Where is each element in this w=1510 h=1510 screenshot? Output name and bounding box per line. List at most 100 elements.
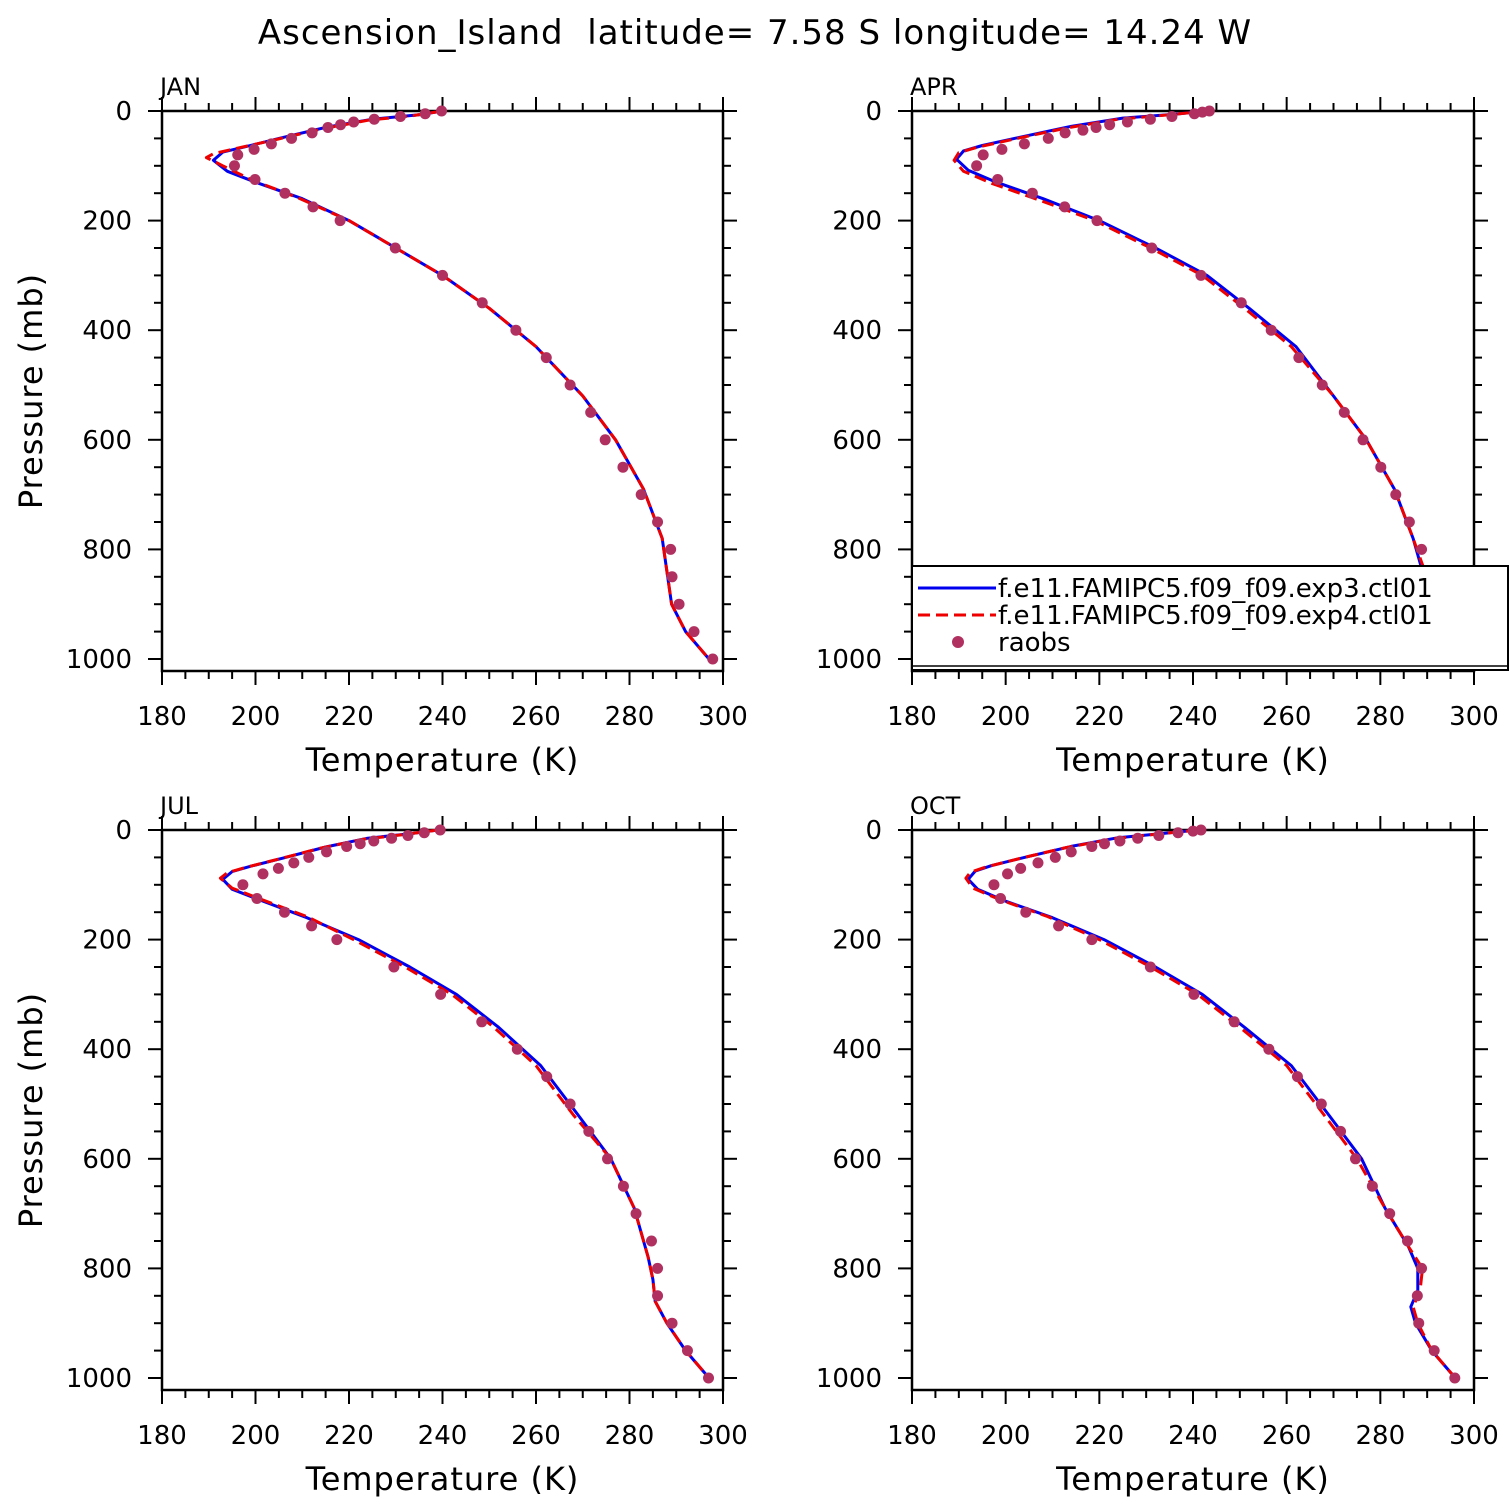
raobs-point <box>1188 988 1200 1000</box>
x-tick-label: 180 <box>137 702 187 732</box>
raobs-point <box>1416 543 1428 555</box>
raobs-point <box>1153 829 1165 841</box>
x-tick-label: 200 <box>981 1421 1031 1451</box>
raobs-point <box>476 297 488 309</box>
raobs-point <box>279 187 291 199</box>
raobs-point <box>1315 1098 1327 1110</box>
raobs-point <box>278 906 290 918</box>
raobs-point <box>988 879 1000 891</box>
raobs-point <box>331 934 343 946</box>
y-tick-label: 600 <box>82 426 132 456</box>
x-tick-label: 280 <box>605 702 655 732</box>
raobs-point <box>1228 1016 1240 1028</box>
x-tick-label: 260 <box>1262 702 1312 732</box>
raobs-point <box>285 132 297 144</box>
raobs-point <box>1366 1180 1378 1192</box>
raobs-point <box>1090 121 1102 133</box>
legend-label: f.e11.FAMIPC5.f09_f09.exp3.ctl01 <box>998 574 1433 604</box>
figure-title: Ascension_Island latitude= 7.58 S longit… <box>258 13 1252 53</box>
raobs-point <box>599 434 611 446</box>
x-tick-label: 180 <box>887 1421 937 1451</box>
legend-box <box>911 565 1509 671</box>
raobs-point <box>1065 846 1077 858</box>
x-tick-label: 260 <box>511 702 561 732</box>
raobs-point <box>1053 920 1065 932</box>
panel-jan: JAN 180 200 220 240 260 280 300 0 200 400 600 800 100… <box>12 73 748 779</box>
raobs-point <box>389 242 401 254</box>
series-raobs <box>228 105 719 665</box>
raobs-point <box>540 352 552 364</box>
raobs-point <box>666 1317 678 1329</box>
raobs-point <box>1411 1290 1423 1302</box>
y-tick-label: 1000 <box>816 645 882 675</box>
series-exp3-line <box>221 828 711 1379</box>
raobs-point <box>348 116 360 128</box>
raobs-point <box>435 988 447 1000</box>
raobs-point <box>237 879 249 891</box>
x-tick-label: 180 <box>887 702 937 732</box>
legend-raobs-marker <box>952 636 964 648</box>
x-axis-label: Temperature (K) <box>1055 741 1330 779</box>
raobs-point <box>1316 379 1328 391</box>
raobs-point <box>1026 187 1038 199</box>
raobs-point <box>321 846 333 858</box>
raobs-point <box>402 829 414 841</box>
series-raobs <box>237 824 715 1384</box>
raobs-point <box>419 108 431 120</box>
legend: f.e11.FAMIPC5.f09_f09.exp3.ctl01f.e11.FA… <box>911 565 1509 671</box>
raobs-point <box>1293 352 1305 364</box>
raobs-point <box>703 1372 715 1384</box>
raobs-point <box>707 653 719 665</box>
raobs-point <box>1146 242 1158 254</box>
panel-label: JUL <box>158 792 199 820</box>
raobs-point <box>288 857 300 869</box>
raobs-point <box>1086 934 1098 946</box>
raobs-point <box>437 269 448 281</box>
raobs-point <box>681 1345 693 1357</box>
raobs-point <box>666 571 678 583</box>
panel-oct: OCT 180 200 220 240 260 280 300 0 200 400 600 800 100… <box>816 792 1499 1498</box>
x-axis-label: Temperature (K) <box>1055 1460 1330 1498</box>
y-tick-label: 800 <box>832 1254 882 1284</box>
raobs-point <box>583 1125 595 1137</box>
raobs-point <box>673 598 685 610</box>
raobs-point <box>1166 110 1178 122</box>
x-axis-label: Temperature (K) <box>305 741 580 779</box>
raobs-point <box>1195 269 1207 281</box>
raobs-point <box>617 461 629 473</box>
raobs-point <box>1098 838 1110 850</box>
series-exp4-line <box>204 109 711 660</box>
raobs-point <box>1413 1317 1425 1329</box>
raobs-point <box>1375 461 1387 473</box>
raobs-point <box>1449 1372 1461 1384</box>
raobs-point <box>249 174 261 185</box>
raobs-point <box>1335 1125 1347 1137</box>
raobs-point <box>334 215 346 227</box>
raobs-point <box>228 160 240 172</box>
y-tick-label: 800 <box>82 535 132 565</box>
raobs-point <box>1291 1071 1303 1083</box>
y-axis-label: Pressure (mb) <box>12 273 50 509</box>
series-exp4-line <box>964 828 1457 1379</box>
raobs-point <box>265 138 277 150</box>
raobs-point <box>1059 127 1071 139</box>
raobs-point <box>1144 961 1156 973</box>
raobs-point <box>1265 324 1277 336</box>
raobs-point <box>1357 434 1369 446</box>
raobs-point <box>1020 906 1032 918</box>
raobs-point <box>322 121 334 133</box>
x-tick-label: 260 <box>511 1421 561 1451</box>
chart-panels: JAN 180 200 220 240 260 280 300 0 200 400 600 800 100… <box>12 73 1509 1498</box>
raobs-point <box>354 838 366 850</box>
raobs-point <box>996 143 1008 155</box>
y-tick-label: 400 <box>82 316 132 346</box>
raobs-point <box>386 832 398 844</box>
raobs-point <box>1144 113 1156 125</box>
raobs-point <box>1132 832 1144 844</box>
panel-label: OCT <box>910 792 961 820</box>
raobs-point <box>1390 489 1402 501</box>
y-tick-label: 600 <box>832 1145 882 1175</box>
raobs-point <box>992 174 1004 185</box>
series-exp4-line <box>952 109 1476 660</box>
